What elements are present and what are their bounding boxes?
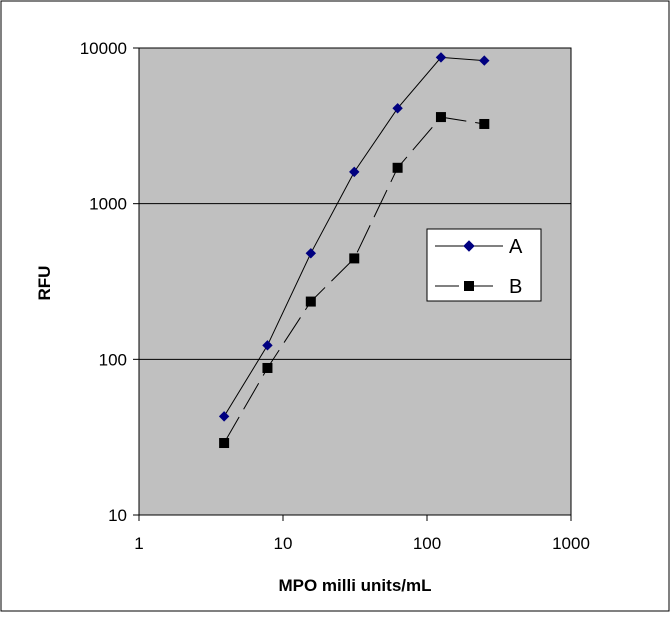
series-b-point [479, 118, 490, 129]
series-a-point [262, 340, 273, 351]
y-axis-ticks: 10 100 1000 10000 [80, 39, 139, 525]
legend-marker-a [463, 240, 475, 252]
legend-label-b: B [509, 276, 522, 298]
series-b-point [349, 253, 360, 264]
series-a-point [392, 103, 403, 114]
legend-box [426, 228, 542, 302]
x-axis-title: MPO milli units/mL [278, 576, 431, 595]
legend-label-a: A [509, 236, 523, 258]
series-a-point [349, 166, 360, 178]
series-a-point [218, 411, 230, 422]
y-tick-label: 10 [108, 506, 127, 525]
x-tick-label: 1000 [552, 534, 590, 553]
series-b-point [219, 438, 230, 449]
series-a-point [435, 52, 447, 63]
y-axis-title: RFU [35, 266, 54, 301]
series-b-point [305, 296, 316, 307]
series-a-point [305, 248, 317, 259]
legend: A B [426, 228, 542, 302]
x-tick-label: 100 [413, 534, 441, 553]
y-tick-label: 1000 [89, 195, 127, 214]
x-tick-label: 1 [134, 534, 143, 553]
x-axis-ticks: 1 10 100 1000 [134, 515, 590, 553]
series-layer [218, 52, 490, 449]
series-b-point [435, 112, 446, 123]
legend-marker-b [464, 281, 474, 291]
grid-lines [139, 203, 571, 360]
series-a-point [479, 55, 490, 66]
series-b-point [262, 362, 273, 373]
axes [138, 48, 571, 516]
y-tick-label: 10000 [80, 39, 127, 58]
series-b-point [392, 162, 403, 173]
x-tick-label: 10 [274, 534, 293, 553]
y-tick-label: 100 [99, 350, 127, 369]
